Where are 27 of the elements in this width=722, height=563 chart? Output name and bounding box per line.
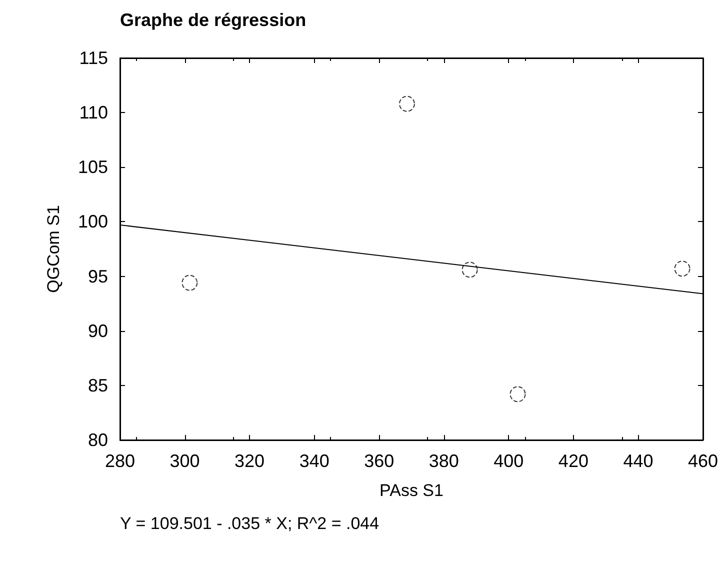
chart-title: Graphe de régression: [120, 10, 306, 30]
y-tick-label: 95: [88, 266, 108, 286]
y-tick-label: 110: [79, 102, 108, 123]
x-tick-label: 340: [299, 451, 330, 471]
y-tick-label: 115: [79, 48, 108, 68]
x-tick-label: 360: [364, 451, 394, 471]
x-tick-label: 440: [623, 451, 654, 471]
y-tick-label: 90: [88, 320, 108, 341]
y-tick-label: 80: [88, 430, 108, 450]
y-axis-title: QGCom S1: [44, 205, 63, 293]
x-tick-label: 320: [234, 451, 265, 471]
x-tick-label: 280: [104, 451, 136, 471]
point: [398, 96, 415, 112]
text: Y = 109.501 - .035 * X; R^2 = .044: [120, 514, 380, 533]
point: [182, 274, 198, 291]
x-tick-label: 400: [494, 451, 524, 471]
y-tick-label: 85: [88, 375, 108, 396]
point: [674, 260, 690, 277]
y-tick-label: 100: [78, 212, 108, 232]
y-tick-label: 105: [78, 157, 108, 178]
x-tick-label: 300: [170, 451, 200, 471]
point: [510, 386, 526, 402]
point: [462, 262, 478, 278]
x-axis-title: PAss S1: [380, 481, 444, 500]
x-tick-label: 380: [428, 451, 459, 471]
x-tick-label: 420: [558, 451, 588, 471]
x-tick-label: 460: [688, 451, 718, 471]
